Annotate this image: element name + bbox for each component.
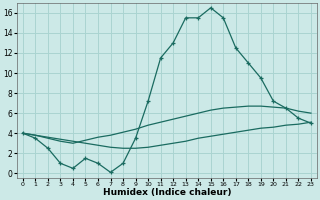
X-axis label: Humidex (Indice chaleur): Humidex (Indice chaleur) xyxy=(103,188,231,197)
